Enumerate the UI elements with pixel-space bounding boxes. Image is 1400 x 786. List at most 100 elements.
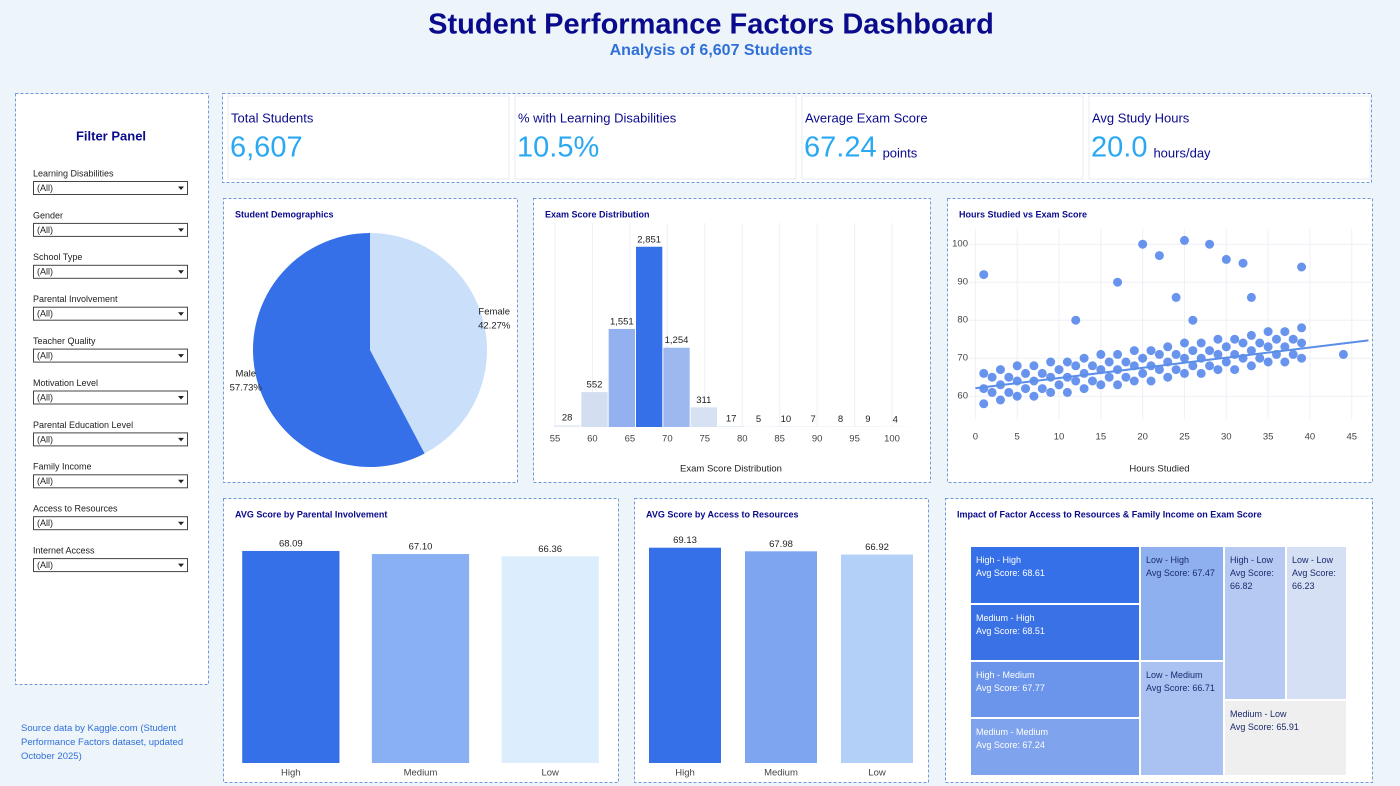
x-tick-label: 55 <box>550 434 561 445</box>
scatter-point <box>995 365 1005 375</box>
scatter-point <box>1297 338 1307 348</box>
histogram-bar <box>718 425 745 427</box>
cell-value: Avg Score: 68.51 <box>976 626 1045 636</box>
dropdown-box <box>33 222 188 237</box>
value-label: 66.92 <box>865 542 889 553</box>
histogram-bar <box>581 392 608 427</box>
x-tick-label: 90 <box>812 434 823 445</box>
scatter-point <box>1054 380 1064 390</box>
kpi-unit: hours/day <box>1153 145 1211 160</box>
scatter-point <box>1205 346 1215 356</box>
y-tick-label: 100 <box>952 239 968 250</box>
dropdown-box <box>33 390 188 405</box>
x-tick-label: 35 <box>1263 432 1274 443</box>
kpi-card <box>1088 95 1371 180</box>
scatter-point <box>1163 372 1173 382</box>
cell-value: Avg Score: 66.82 <box>1230 568 1274 591</box>
scatter-point <box>1188 361 1198 371</box>
dropdown-arrow <box>178 228 184 232</box>
kpi-card <box>514 95 797 180</box>
dropdown-value: (All) <box>37 225 53 235</box>
bar <box>371 554 470 763</box>
filter-dropdown[interactable]: (All) <box>33 348 188 363</box>
histogram-bar <box>636 246 663 427</box>
filter-dropdown[interactable]: (All) <box>33 516 188 531</box>
scatter-point <box>1255 338 1265 348</box>
histogram-bar <box>608 328 635 427</box>
dropdown-value: (All) <box>37 183 53 193</box>
scatter-point <box>1188 346 1198 356</box>
filter-dropdown[interactable]: (All) <box>33 264 188 279</box>
filter-label: Access to Resources <box>33 504 118 514</box>
filter-dropdown[interactable]: (All) <box>33 474 188 489</box>
scatter-point <box>1146 346 1156 356</box>
filter-dropdown[interactable]: (All) <box>33 558 188 573</box>
kpi-label: % with Learning Disabilities <box>518 110 677 125</box>
scatter-point <box>1113 277 1123 287</box>
cell-value: Avg Score: 65.91 <box>1230 722 1299 732</box>
scatter-point <box>1121 357 1131 367</box>
slice-value: 42.27% <box>478 321 511 332</box>
scatter-point <box>1238 258 1248 268</box>
x-tick-label: 10 <box>1054 432 1065 443</box>
x-tick-label: 95 <box>849 434 860 445</box>
cell-value: Avg Score: 66.23 <box>1292 568 1336 591</box>
scatter-point <box>1138 368 1148 378</box>
filter-label: Internet Access <box>33 545 95 555</box>
scatter-point <box>1138 353 1148 363</box>
treemap-cell: High - Medium Avg Score: 67.77 <box>970 661 1140 718</box>
chart-title: Hours Studied vs Exam Score <box>959 209 1087 219</box>
x-tick-label: High <box>675 768 695 779</box>
scatter-point <box>1071 315 1081 325</box>
scatter-point <box>1012 361 1022 371</box>
value-label: 67.98 <box>769 539 793 550</box>
dropdown-arrow <box>178 396 184 400</box>
scatter-point <box>1071 361 1081 371</box>
dropdown-arrow <box>178 270 184 274</box>
scatter-point <box>1163 342 1173 352</box>
scatter-point <box>1171 365 1181 375</box>
scatter-point <box>1096 349 1106 359</box>
scatter-point <box>979 270 989 280</box>
bar <box>242 550 340 763</box>
y-tick-label: 90 <box>957 277 968 288</box>
chart-title: Impact of Factor Access to Resources & F… <box>957 509 1262 519</box>
filter-label: Teacher Quality <box>33 336 96 346</box>
scatter-point <box>1246 292 1256 302</box>
dropdown-box <box>33 306 188 321</box>
filter-dropdown[interactable]: (All) <box>33 432 188 447</box>
x-tick-label: 85 <box>774 434 785 445</box>
scatter-point <box>1196 368 1206 378</box>
scatter-point <box>1179 353 1189 363</box>
value-label: 69.13 <box>673 535 697 546</box>
filter-dropdown[interactable]: (All) <box>33 390 188 405</box>
filter-label: Family Income <box>33 462 92 472</box>
scatter-point <box>1029 361 1039 371</box>
filter-dropdown[interactable]: (All) <box>33 222 188 237</box>
scatter-point <box>1021 368 1031 378</box>
scatter-point <box>1046 357 1056 367</box>
scatter-point <box>979 368 989 378</box>
scatter-point <box>1154 251 1164 261</box>
dropdown-box <box>33 432 188 447</box>
x-tick-label: 25 <box>1179 432 1190 443</box>
filter-label: Motivation Level <box>33 378 98 388</box>
scatter-point <box>1213 349 1223 359</box>
filter-dropdown[interactable]: (All) <box>33 306 188 321</box>
filter-dropdown[interactable]: (All) <box>33 181 188 195</box>
scatter-point <box>995 395 1005 405</box>
scatter-point <box>1021 384 1031 394</box>
scatter-point <box>1054 365 1064 375</box>
scatter-point <box>1238 338 1248 348</box>
dropdown-value: (All) <box>37 392 53 402</box>
x-tick-label: 60 <box>587 434 598 445</box>
kpi-value: 20.0 <box>1091 132 1147 164</box>
dropdown-box <box>33 181 188 195</box>
scatter-point <box>1271 334 1281 344</box>
treemap-cell: High - High Avg Score: 68.61 <box>970 546 1140 604</box>
cell-name: Medium - High <box>976 613 1035 623</box>
dropdown-box <box>33 516 188 531</box>
scatter-point <box>1263 342 1273 352</box>
dropdown-box <box>33 558 188 573</box>
